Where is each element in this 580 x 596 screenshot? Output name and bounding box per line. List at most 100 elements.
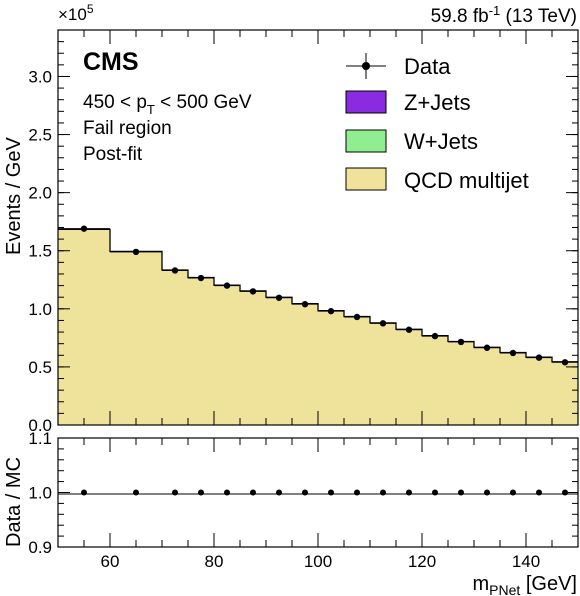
x-tick-label: 120 [408,552,436,571]
data-point [197,274,205,282]
main-y-tick-label: 1.0 [28,300,52,319]
ratio-point [354,489,360,496]
cms-label: CMS [83,48,139,76]
ratio-points [81,489,568,496]
ratio-point [458,489,464,496]
lumi-label: 59.8 fb-1 (13 TeV) [431,3,577,27]
ratio-point [198,489,204,496]
stack-bar-qcd-multijet-11 [396,329,422,425]
legend-label-data: Data [404,54,451,79]
ratio-frame [57,437,579,548]
stack-bar-qcd-multijet-9 [344,316,370,425]
legend-label-wjets: W+Jets [404,129,478,154]
pt-cut-label: 450 < pT < 500 GeV [83,92,252,117]
x-tick-label: 60 [101,552,120,571]
ratio-point [432,489,438,496]
legend-label-qcd: QCD multijet [404,168,529,193]
ratio-point [133,489,139,496]
stack-bar-qcd-multijet-0 [58,229,110,425]
legend-entry-qcd: QCD multijet [345,167,529,193]
ratio-x-axis-ticks: 60 80 100 120 140 [57,438,579,571]
data-point [132,248,140,256]
data-point [405,326,413,333]
data-point [457,338,465,346]
legend-entry-wjets: W+Jets [345,129,478,154]
data-point [301,300,309,308]
main-y-axis-label: Events / GeV [3,137,25,255]
y-multiplier: ×105 [58,2,94,24]
data-point [327,307,335,315]
stack-bar-qcd-multijet-14 [474,347,500,425]
main-y-tick-label: 0.5 [28,358,52,377]
x-tick-label: 140 [512,552,540,571]
stack-bar-qcd-multijet-16 [526,357,552,425]
stack-bar-qcd-multijet-13 [448,341,474,425]
data-point [275,294,283,301]
main-y-axis-ticks: 0.0 0.5 1.0 1.5 2.0 2.5 3.0 [28,29,578,435]
legend-entry-data: Data [346,53,451,79]
legend-label-zjets: Z+Jets [404,90,471,115]
fit-label: Post-fit [83,144,143,165]
x-tick-label: 80 [205,552,224,571]
stack-bar-qcd-multijet-7 [292,303,318,425]
stack-bar-qcd-multijet-6 [266,297,292,425]
ratio-point [406,489,412,496]
stack-bar-qcd-multijet-3 [188,277,214,425]
data-point [80,225,88,232]
stack-bar-qcd-multijet-10 [370,322,396,425]
data-point [535,354,543,361]
x-tick-label: 100 [304,552,332,571]
main-frame [57,29,579,426]
main-y-tick-label: 0.0 [28,416,52,435]
ratio-point [276,489,282,496]
main-y-tick-label: 2.0 [28,184,52,203]
main-y-tick-label: 1.5 [28,242,52,261]
data-point [379,320,387,327]
main-y-tick-label: 2.5 [28,126,52,145]
data-point [561,359,569,366]
legend-swatch-qcd [345,167,387,191]
ratio-point [172,489,178,496]
main-panel: 0.0 0.5 1.0 1.5 2.0 2.5 3.0 [28,29,579,435]
ratio-point [328,489,334,496]
ratio-point [81,489,87,496]
stack-bar-qcd-multijet-5 [240,290,266,425]
ratio-point [380,489,386,496]
data-point [223,282,231,289]
ratio-y-axis-ticks: 0.9 1.0 1.1 [28,429,578,557]
data-points [58,225,578,366]
stack-bar-qcd-multijet-15 [500,352,526,425]
stack-bar-qcd-multijet-12 [422,335,448,425]
ratio-y-tick-label: 0.9 [28,538,52,557]
legend-swatch-zjets [345,90,387,114]
stack-bar-qcd-multijet-4 [214,285,240,425]
ratio-point [484,489,490,496]
stack-bar-qcd-multijet-8 [318,310,344,425]
legend-data-marker [362,62,370,70]
stack-bar-qcd-multijet-17 [552,361,578,425]
ratio-y-tick-label: 1.0 [28,484,52,503]
data-point [483,344,491,351]
ratio-panel: 0.9 1.0 1.1 60 80 100 120 140 [28,429,579,571]
data-point [171,267,179,274]
ratio-point [302,489,308,496]
x-axis-label: mPNet [GeV] [473,573,578,596]
stack-bar-qcd-multijet-1 [110,251,162,425]
ratio-point [536,489,542,496]
data-point [431,332,439,340]
stack-bar-qcd-multijet-2 [162,270,188,425]
ratio-point [510,489,516,496]
main-y-tick-label: 3.0 [28,67,52,86]
ratio-point [224,489,230,496]
legend-entry-zjets: Z+Jets [345,90,471,115]
data-point [509,349,517,357]
region-label: Fail region [83,118,172,139]
data-point [353,313,361,321]
ratio-point [562,489,568,496]
legend: Data Z+Jets W+Jets QCD multijet [345,53,529,193]
legend-swatch-wjets [345,129,387,153]
data-point [249,288,257,295]
ratio-y-tick-label: 1.1 [28,429,52,448]
ratio-y-axis-label: Data / MC [3,457,25,547]
